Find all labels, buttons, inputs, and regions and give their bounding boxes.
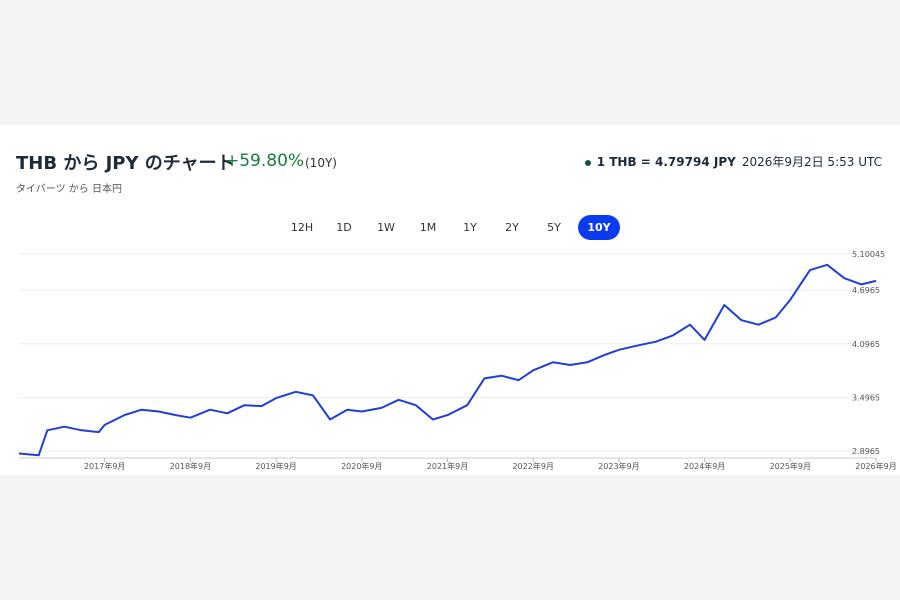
range-button[interactable]: 1W <box>377 221 395 234</box>
range-buttons: 12H 1D 1W 1M 1Y 2Y 5Y 10Y <box>284 215 620 240</box>
x-tick-label: 2025年9月 <box>770 461 811 471</box>
x-tick-label: 2017年9月 <box>84 461 125 471</box>
x-tick-label: 2019年9月 <box>255 461 296 471</box>
title: THB から JPY のチャート <box>16 153 235 174</box>
y-tick-label: 4.6965 <box>852 286 880 295</box>
rate-info: 1 THB = 4.79794 JPY 2026年9月2日 5:53 UTC <box>584 153 882 170</box>
range-button[interactable]: 12H <box>290 221 314 234</box>
x-tick-label: 2020年9月 <box>341 461 382 471</box>
x-tick-label: 2018年9月 <box>170 461 211 471</box>
subtitle: タイバーツ から 日本円 <box>16 184 122 195</box>
status-dot <box>584 159 591 166</box>
change: +59.80% <box>225 151 305 171</box>
period: (10Y) <box>305 156 337 170</box>
chart: 2.8965 3.4965 4.0965 4.6965 5.10045 2017年9月 20… <box>18 250 897 471</box>
y-tick-label: 3.4965 <box>852 393 880 402</box>
y-tick-label: 4.0965 <box>852 340 880 349</box>
range-button[interactable]: 1M <box>419 221 437 234</box>
range-button[interactable]: 2Y <box>505 221 519 234</box>
x-tick-label: 2022年9月 <box>512 461 553 471</box>
range-button[interactable]: 1D <box>336 221 352 234</box>
rate: 1 THB = 4.79794 JPY <box>596 155 736 169</box>
range-button[interactable]: 1Y <box>463 221 477 234</box>
x-tick-label: 2023年9月 <box>598 461 639 471</box>
timestamp: 2026年9月2日 5:53 UTC <box>741 155 882 169</box>
price-line <box>18 263 877 457</box>
y-tick-label: 5.10045 <box>852 250 885 259</box>
y-tick-label: 2.8965 <box>852 447 880 456</box>
x-tick-label: 2026年9月 <box>855 461 896 471</box>
x-tick-label: 2021年9月 <box>427 461 468 471</box>
x-tick-label: 2024年9月 <box>684 461 725 471</box>
chart-card: THB から JPY のチャート +59.80% (10Y) タイバーツ から … <box>0 125 900 475</box>
range-button[interactable]: 10Y <box>578 215 620 240</box>
range-button[interactable]: 5Y <box>547 221 561 234</box>
